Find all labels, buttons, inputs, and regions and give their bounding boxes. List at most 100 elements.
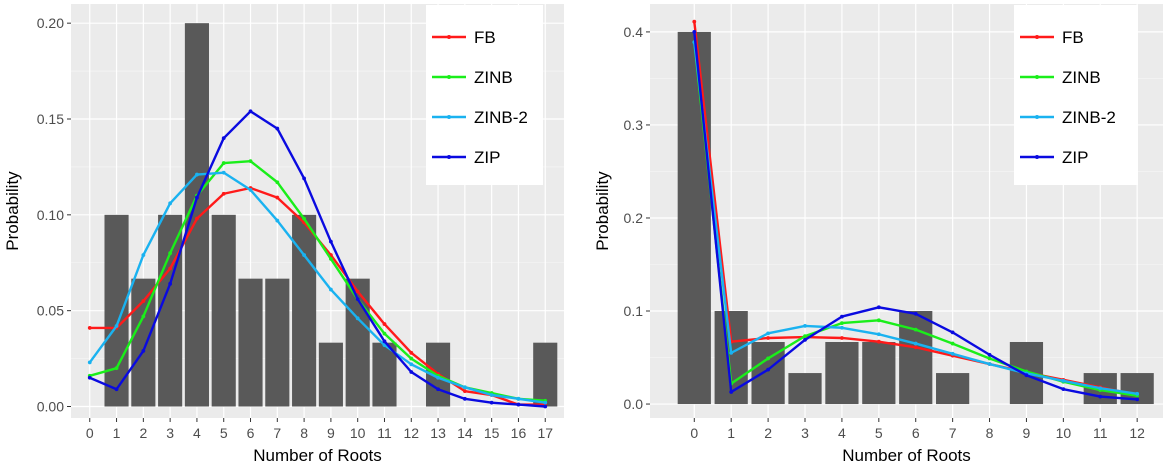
legend-key-point-fb <box>1035 35 1039 39</box>
x-tick-label: 8 <box>986 425 994 441</box>
series-point-zip-9 <box>1024 373 1029 378</box>
bar-4 <box>825 341 859 405</box>
series-point-zinb-2-2 <box>766 331 771 336</box>
x-tick-label: 9 <box>327 425 335 441</box>
series-point-zip-6 <box>913 311 918 316</box>
bar-8 <box>292 214 317 407</box>
series-point-zinb-12 <box>409 356 414 361</box>
x-tick-label: 11 <box>377 425 392 441</box>
y-tick-label: 0.2 <box>624 210 644 226</box>
series-point-zip-13 <box>436 387 440 392</box>
series-point-zinb-2-0 <box>87 360 92 365</box>
bar-0 <box>677 31 711 405</box>
series-point-fb-10 <box>355 289 360 294</box>
bar-6 <box>899 311 933 405</box>
series-point-zip-5 <box>876 305 881 310</box>
series-point-zinb-5 <box>221 161 226 165</box>
series-point-zip-9 <box>328 239 333 244</box>
legend-label-zip: ZIP <box>1062 148 1088 167</box>
y-axis-title: Probability <box>593 171 612 251</box>
panel-1: 0.000.050.100.150.200 1 2 3 4 5 6 7 8 9 10 11 12 13 14… <box>3 4 564 465</box>
x-tick-label: 2 <box>139 425 147 441</box>
series-point-zinb-2-10 <box>1061 378 1066 383</box>
series-point-zinb-2-7 <box>950 351 955 356</box>
series-point-zinb-11 <box>382 331 387 336</box>
y-tick-label: 0.15 <box>37 111 64 127</box>
bar-3 <box>158 214 183 407</box>
series-point-zip-15 <box>489 400 494 405</box>
series-point-fb-7 <box>275 195 280 200</box>
y-tick-label: 0.3 <box>624 117 644 133</box>
x-tick-label: 15 <box>484 425 500 441</box>
series-point-fb-4 <box>840 336 844 340</box>
y-tick-label: 0.4 <box>624 24 644 40</box>
legend-key-point-zinb <box>447 75 451 79</box>
x-tick-label: 5 <box>220 425 228 441</box>
x-tick-label: 1 <box>727 425 735 441</box>
x-tick-label: 2 <box>764 425 772 441</box>
series-point-zip-12 <box>1135 397 1140 402</box>
series-point-zinb-2-13 <box>436 375 440 380</box>
series-point-zinb-6 <box>248 159 253 164</box>
legend-key-point-zip <box>447 155 451 159</box>
bar-5 <box>211 214 236 407</box>
x-tick-label: 10 <box>350 425 366 441</box>
y-tick-label: 0.00 <box>37 399 64 415</box>
series-point-zinb-2-1 <box>729 350 734 355</box>
series-point-fb-11 <box>382 322 387 326</box>
legend: FB ZINB ZINB-2 ZIP <box>1014 5 1138 185</box>
x-tick-label: 7 <box>949 425 957 441</box>
series-point-zip-12 <box>409 370 414 374</box>
legend-label-zip: ZIP <box>474 148 500 167</box>
bar-9 <box>318 342 343 407</box>
x-tick-label: 6 <box>912 425 920 441</box>
series-point-zinb-2-1 <box>114 324 119 328</box>
series-point-zip-4 <box>840 314 844 319</box>
y-tick-label: 0.20 <box>37 15 64 31</box>
legend-key-point-fb <box>447 35 451 39</box>
x-tick-label: 9 <box>1023 425 1031 441</box>
series-point-zinb-2-3 <box>803 323 807 328</box>
series-point-zinb-3 <box>803 334 807 339</box>
x-tick-label: 8 <box>300 425 308 441</box>
series-point-zinb-2-8 <box>302 253 307 257</box>
series-point-zip-11 <box>382 339 387 344</box>
legend-box <box>1014 5 1138 185</box>
series-point-zip-3 <box>168 281 173 286</box>
series-point-zinb-2-9 <box>328 287 333 292</box>
series-point-zinb-2-6 <box>248 188 253 192</box>
series-point-zip-3 <box>803 337 807 342</box>
x-tick-label: 12 <box>403 425 419 441</box>
x-tick-label: 3 <box>801 425 809 441</box>
series-point-fb-5 <box>876 339 881 344</box>
series-point-fb-5 <box>221 191 226 196</box>
x-tick-label: 13 <box>430 425 446 441</box>
series-point-zip-17 <box>543 404 548 409</box>
series-point-zinb-5 <box>876 318 881 323</box>
series-point-fb-2 <box>141 299 146 303</box>
x-tick-label: 7 <box>273 425 281 441</box>
x-tick-label: 10 <box>1056 425 1072 441</box>
x-axis-title: Number of Roots <box>842 446 971 465</box>
series-point-zip-11 <box>1098 394 1103 399</box>
series-point-zip-7 <box>275 126 280 131</box>
series-point-zinb-2-10 <box>355 316 360 321</box>
series-point-zinb-3 <box>168 251 173 256</box>
x-tick-label: 14 <box>457 425 473 441</box>
series-point-fb-12 <box>409 350 414 355</box>
series-point-zinb-2-12 <box>409 362 414 367</box>
series-point-zinb-2-4 <box>840 325 844 330</box>
series-point-zip-16 <box>516 402 521 407</box>
series-point-zinb-2-6 <box>913 341 918 346</box>
bar-3 <box>788 373 822 405</box>
series-point-zip-6 <box>248 109 253 114</box>
legend-label-zinb-2: ZINB-2 <box>1062 108 1116 127</box>
series-point-zip-0 <box>692 30 697 34</box>
series-point-zinb-2-5 <box>876 332 881 337</box>
series-point-zip-14 <box>462 396 467 401</box>
series-point-zinb-8 <box>302 216 307 221</box>
y-tick-label: 0.1 <box>624 303 644 319</box>
y-tick-label: 0.05 <box>37 303 64 319</box>
